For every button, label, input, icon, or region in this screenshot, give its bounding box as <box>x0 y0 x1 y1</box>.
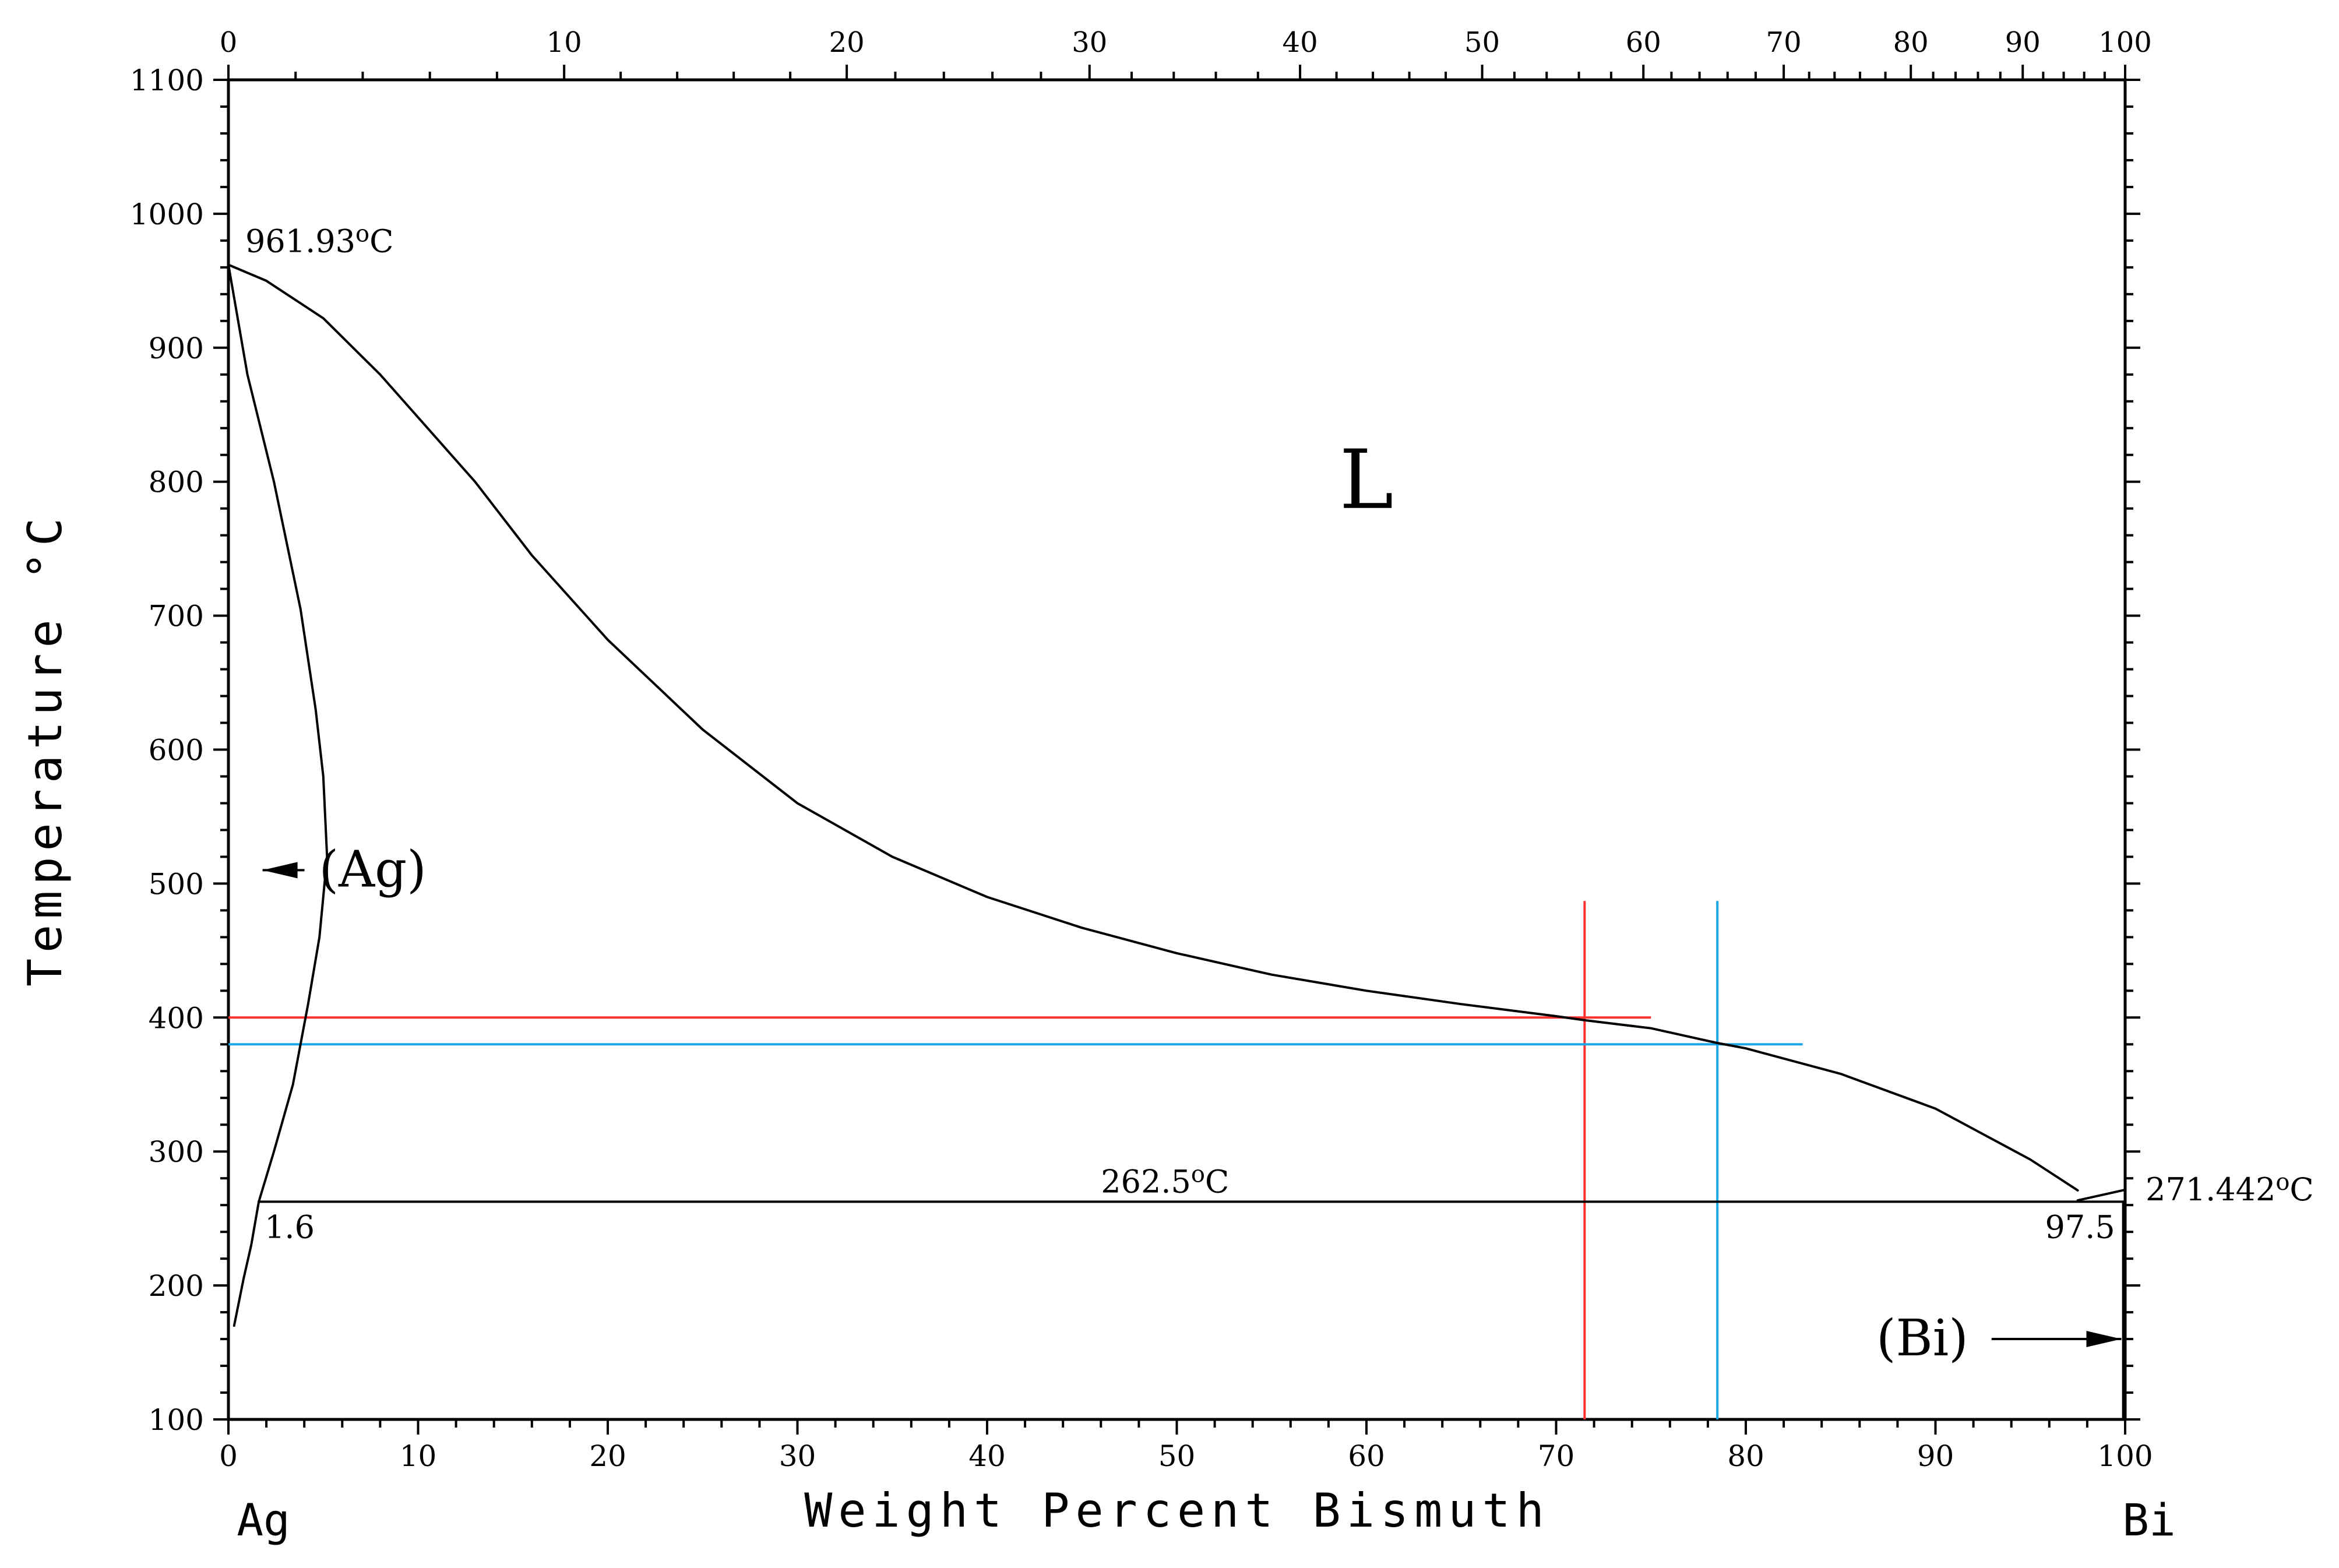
top-tick-label: 0 <box>220 26 238 59</box>
x-tick-label: 10 <box>400 1439 437 1473</box>
y-tick-label: 400 <box>149 1001 204 1035</box>
top-tick-labels: 0 10 20 30 40 50 60 70 80 90 100 <box>220 26 2152 59</box>
top-tick-label: 50 <box>1464 26 1500 59</box>
phase-label-ag: (Ag) <box>319 840 427 898</box>
top-tick-label: 40 <box>1283 26 1318 59</box>
phase-boundaries <box>227 263 2126 1421</box>
x-tick-label: 100 <box>2097 1439 2153 1473</box>
x-tick-label: 0 <box>219 1439 238 1473</box>
phase-arrow-head-ag <box>262 862 298 879</box>
y-tick-labels: 100 200 300 400 500 600 700 800 900 1000 1100 <box>130 64 204 1437</box>
top-tick-label: 60 <box>1626 26 1661 59</box>
annotation-ag-eutectic-comp: 1.6 <box>265 1208 315 1245</box>
y-tick-label: 300 <box>149 1135 204 1169</box>
element-right-label: Bi <box>2122 1494 2176 1546</box>
x-tick-label: 30 <box>779 1439 816 1473</box>
reference-lines <box>228 901 1803 1419</box>
annotation-bi-eutectic-comp: 97.5 <box>2045 1208 2115 1245</box>
phase-label-l: L <box>1340 433 1394 528</box>
y-tick-label: 700 <box>149 600 204 633</box>
phase-labels: L (Ag) (Bi) <box>319 433 1968 1368</box>
y-tick-label: 1000 <box>130 198 204 231</box>
phase-label-bi: (Bi) <box>1876 1309 1968 1368</box>
axis-ticks <box>213 65 2140 1435</box>
x-tick-labels: 0 10 20 30 40 50 60 70 80 90 100 <box>219 1439 2153 1473</box>
y-tick-label: 900 <box>149 332 204 365</box>
top-tick-label: 100 <box>2098 26 2152 59</box>
x-axis-title: Weight Percent Bismuth <box>804 1484 1550 1538</box>
annotations: 961.93oC 262.5oC 1.6 97.5 271.442oC <box>245 220 2314 1245</box>
plot-frame <box>227 78 2127 1421</box>
phase-arrow-head-bi <box>2086 1331 2122 1348</box>
x-tick-label: 50 <box>1158 1439 1196 1473</box>
top-tick-label: 90 <box>2005 26 2041 59</box>
x-tick-label: 60 <box>1348 1439 1385 1473</box>
x-tick-label: 40 <box>968 1439 1006 1473</box>
solvus-ag-curve <box>233 1200 260 1327</box>
element-left-label: Ag <box>237 1494 290 1546</box>
liquidus-curve <box>227 263 2079 1192</box>
x-tick-label: 90 <box>1917 1439 1954 1473</box>
annotation-eutectic-temp: 262.5oC <box>1101 1161 1229 1200</box>
x-tick-label: 70 <box>1538 1439 1575 1473</box>
y-tick-label: 1100 <box>130 64 204 97</box>
top-tick-label: 10 <box>547 26 582 59</box>
x-tick-label: 20 <box>589 1439 626 1473</box>
top-tick-label: 20 <box>829 26 865 59</box>
y-tick-label: 200 <box>149 1269 204 1303</box>
y-tick-label: 600 <box>149 734 204 767</box>
top-tick-label: 30 <box>1072 26 1107 59</box>
y-tick-label: 500 <box>149 867 204 901</box>
solidus-ag-curve <box>227 263 329 1203</box>
y-tick-label: 100 <box>149 1403 204 1437</box>
bi-liquidus-end-curve <box>2076 1188 2126 1202</box>
y-axis-title: Temperature °C <box>18 512 72 986</box>
phase-arrows <box>262 862 2122 1348</box>
y-tick-label: 800 <box>149 466 204 499</box>
annotation-bi-melting-point: 271.442oC <box>2146 1169 2314 1208</box>
x-tick-label: 80 <box>1727 1439 1764 1473</box>
top-tick-label: 70 <box>1766 26 1802 59</box>
annotation-ag-melting-point: 961.93oC <box>245 220 393 259</box>
top-tick-label: 80 <box>1893 26 1929 59</box>
